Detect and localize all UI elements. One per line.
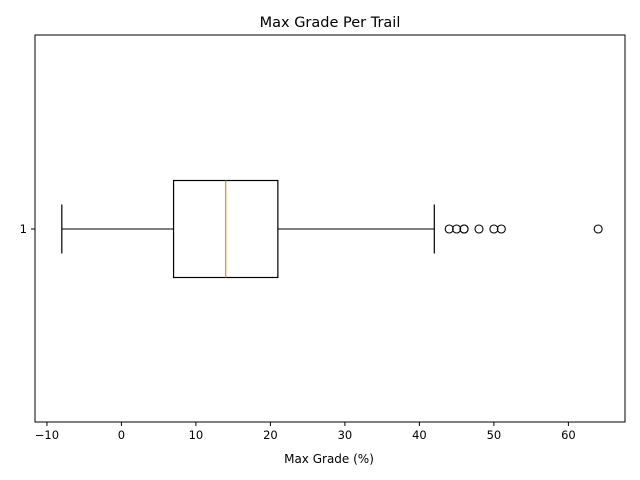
plot-area: −10 0 10 20 30 40 50 60 1 bbox=[20, 34, 626, 442]
y-tick-label: 1 bbox=[20, 222, 27, 236]
outlier-point bbox=[444, 224, 454, 234]
x-tick-label: 0 bbox=[118, 428, 125, 442]
x-tick-label: 40 bbox=[412, 428, 427, 442]
x-tick-label: 20 bbox=[263, 428, 278, 442]
x-tick-label: 50 bbox=[487, 428, 502, 442]
x-tick-label: 60 bbox=[561, 428, 576, 442]
chart-title: Max Grade Per Trail bbox=[260, 15, 401, 31]
outlier-point bbox=[496, 224, 506, 234]
outlier-point bbox=[452, 224, 462, 234]
outlier-point bbox=[489, 224, 499, 234]
x-tick-label: 30 bbox=[338, 428, 353, 442]
outlier-point bbox=[593, 224, 603, 234]
outlier-point bbox=[459, 224, 469, 234]
x-tick-label: 10 bbox=[189, 428, 204, 442]
x-tick-label: −10 bbox=[35, 428, 59, 442]
x-axis-label: Max Grade (%) bbox=[284, 452, 374, 466]
outlier-point bbox=[474, 224, 484, 234]
